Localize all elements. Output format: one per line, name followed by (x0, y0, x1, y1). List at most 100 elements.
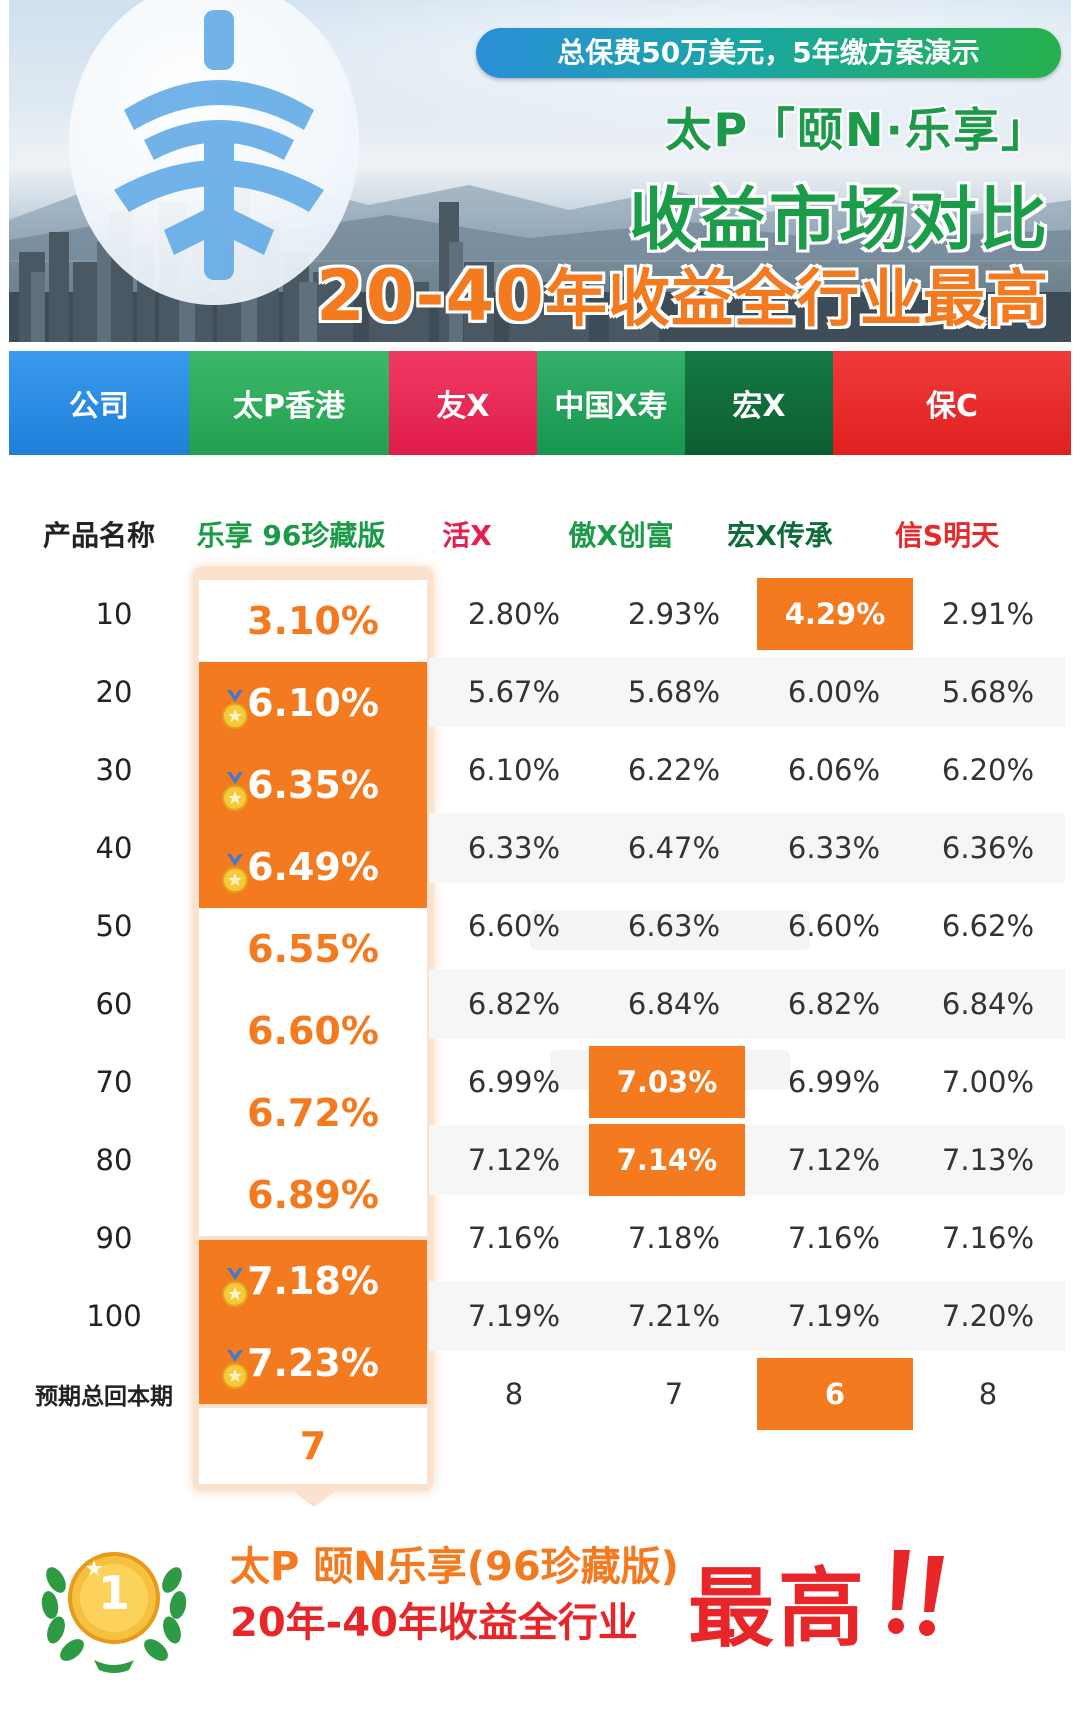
product-label: 产品名称 (42, 519, 155, 552)
taiping-return-cell: 7.23% (199, 1322, 427, 1404)
taiping-return-value: 7.18% (247, 1259, 379, 1303)
taiping-return-cell: 6.55% (199, 908, 427, 990)
highlight-column-arrow (290, 1489, 338, 1507)
taiping-return-cell: 6.72% (199, 1072, 427, 1154)
taiping-return-cell: 6.35% (199, 744, 427, 826)
gold-medal-icon (222, 1350, 248, 1389)
company-aia-cell: 友X (389, 351, 537, 455)
return-value: 6.99% (467, 1065, 561, 1099)
table-row: 40 6.33% 6.47% 6.33% 6.36% (9, 809, 1071, 887)
taiping-payback-value: 7 (299, 1424, 327, 1468)
return-value: 7.19% (787, 1299, 881, 1333)
return-value: 5.68% (941, 675, 1035, 709)
taiping-return-value: 3.10% (247, 599, 379, 643)
return-value: 7.18% (627, 1221, 721, 1255)
row-stripe (429, 969, 1065, 1039)
taiping-return-cell: 3.10% (199, 580, 427, 662)
taiping-return-cell: 6.10% (199, 662, 427, 744)
return-value: 6.22% (627, 753, 721, 787)
year-label: 60 (95, 987, 133, 1021)
return-value: 2.93% (627, 597, 721, 631)
product-name-row: 产品名称 乐享 96珍藏版 活X 傲X创富 宏X传承 信S明天 (9, 508, 1071, 560)
return-value: 7.16% (467, 1221, 561, 1255)
year-label: 90 (95, 1221, 133, 1255)
return-value: 7.16% (787, 1221, 881, 1255)
return-value: 7.13% (941, 1143, 1035, 1177)
laurel-badge-icon (41, 1552, 187, 1673)
company-chinalife-cell: 中国X寿 (537, 351, 685, 455)
product-title: 太P「颐N·乐享」 (665, 103, 1049, 157)
badge-number: 1 (97, 1566, 130, 1620)
taiping-return-cell: 6.60% (199, 990, 427, 1072)
table-row: 100 7.19% 7.21% 7.19% 7.20% (9, 1277, 1071, 1355)
return-value: 6.20% (941, 753, 1035, 787)
exclamation-icon (888, 1550, 944, 1636)
product-name: 信S明天 (894, 519, 1000, 552)
gold-medal-icon (222, 690, 248, 729)
product-name: 宏X传承 (727, 519, 833, 552)
return-value: 7.03% (616, 1065, 718, 1099)
company-name: 友X (436, 389, 490, 424)
return-value: 2.80% (467, 597, 561, 631)
taiping-return-value: 6.10% (247, 681, 379, 725)
return-value: 7.21% (627, 1299, 721, 1333)
table-row: 50 6.60% 6.63% 6.60% 6.62% (9, 887, 1071, 965)
year-label: 20 (95, 675, 133, 709)
gold-medal-icon (222, 772, 248, 811)
table-row: 70 6.99% 7.03% 6.99% 7.00% (9, 1043, 1071, 1121)
plan-description-pill: 总保费50万美元，5年缴方案演示 (476, 28, 1061, 78)
table-row: 60 6.82% 6.84% 6.82% 6.84% (9, 965, 1071, 1043)
table-row-payback: 预期总回本期 8 7 6 8 (9, 1355, 1071, 1433)
return-value: 7.14% (616, 1143, 718, 1177)
return-value: 6.33% (787, 831, 881, 865)
year-label: 50 (95, 909, 133, 943)
company-name: 宏X (732, 389, 786, 424)
company-manulife-cell: 宏X (685, 351, 833, 455)
highlight-text: 年收益全行业最高 (544, 262, 1049, 335)
taiping-return-value: 6.35% (247, 763, 379, 807)
banner: 总保费50万美元，5年缴方案演示 太P「颐N·乐享」 收益市场对比 20-40年… (9, 0, 1071, 342)
taiping-return-cell: 6.49% (199, 826, 427, 908)
return-value: 6.60% (467, 909, 561, 943)
return-value: 5.67% (467, 675, 561, 709)
best-value-highlight (589, 1046, 745, 1118)
best-value-highlight (757, 578, 913, 650)
return-value: 2.91% (941, 597, 1035, 631)
taiping-logo-icon (114, 10, 324, 280)
return-value: 6.33% (467, 831, 561, 865)
row-stripe (429, 1125, 1065, 1195)
payback-value: 7 (664, 1377, 684, 1411)
return-value: 6.82% (787, 987, 881, 1021)
table-row: 90 7.16% 7.18% 7.16% 7.16% (9, 1199, 1071, 1277)
taiping-return-value: 6.55% (247, 927, 379, 971)
return-value: 7.19% (467, 1299, 561, 1333)
taiping-return-cell: 6.89% (199, 1154, 427, 1236)
year-label: 10 (95, 597, 133, 631)
company-name: 保C (925, 389, 979, 424)
return-value: 4.29% (784, 597, 886, 631)
best-value-highlight (757, 1358, 913, 1430)
return-value: 6.63% (627, 909, 721, 943)
taiping-payback-cell: 7 (199, 1408, 427, 1484)
company-name: 中国X寿 (554, 389, 668, 424)
highlight-years: 20-40 (316, 255, 545, 337)
return-value: 7.20% (941, 1299, 1035, 1333)
payback-value: 8 (978, 1377, 998, 1411)
payback-value: 6 (824, 1377, 846, 1411)
table-row: 20 5.67% 5.68% 6.00% 5.68% (9, 653, 1071, 731)
taiping-return-value: 6.49% (247, 845, 379, 889)
payback-value: 8 (504, 1377, 524, 1411)
return-value: 6.06% (787, 753, 881, 787)
company-label-cell: 公司 (9, 351, 189, 455)
taiping-return-value: 6.72% (247, 1091, 379, 1135)
company-header-row: 公司 太P香港 友X 中国X寿 宏X 保C (9, 351, 1071, 455)
year-label: 80 (95, 1143, 133, 1177)
payback-label: 预期总回本期 (35, 1384, 173, 1410)
product-name: 乐享 96珍藏版 (196, 519, 386, 552)
company-taiping-cell: 太P香港 (189, 351, 389, 455)
return-value: 6.84% (627, 987, 721, 1021)
company-prudential-cell: 保C (833, 351, 1071, 455)
best-value-highlight (589, 1124, 745, 1196)
return-value: 5.68% (627, 675, 721, 709)
highlight-headline: 20-40年收益全行业最高 (316, 248, 1049, 338)
